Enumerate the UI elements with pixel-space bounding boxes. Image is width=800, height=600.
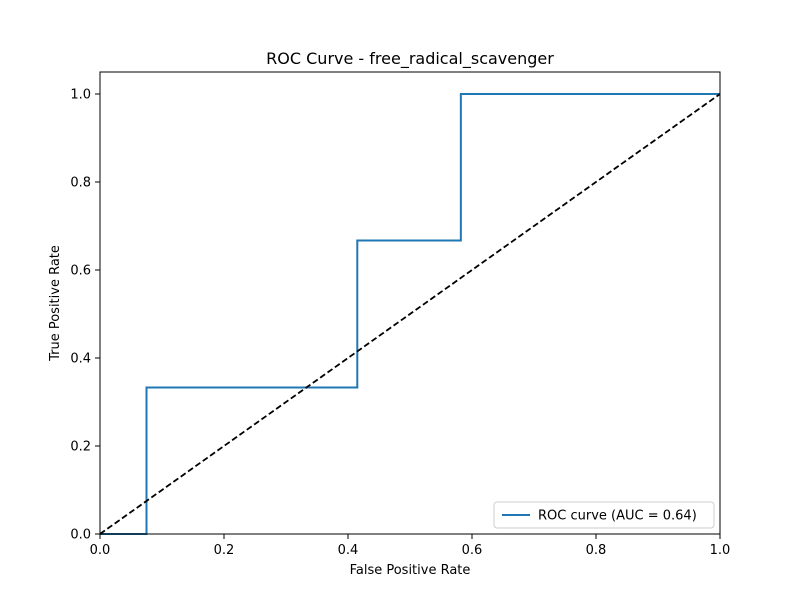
x-tick-label: 1.0 [710, 543, 731, 558]
y-tick-label: 1.0 [70, 88, 91, 103]
series-layer [99, 93, 721, 535]
x-tick-label: 0.2 [214, 543, 235, 558]
x-tick-label: 0.4 [338, 543, 359, 558]
x-tick-label: 0.6 [462, 543, 483, 558]
y-tick-label: 0.4 [70, 352, 91, 367]
y-tick-label: 0.6 [70, 264, 91, 279]
y-axis-label: True Positive Rate [48, 245, 63, 362]
legend-entry-roc: ROC curve (AUC = 0.64) [538, 509, 697, 524]
x-tick-label: 0.0 [90, 543, 111, 558]
plot-area: 0.0 0.2 0.4 0.6 0.8 1.0 0.0 0.2 0.4 0.6 0.8 1.0 [70, 71, 731, 558]
y-axis-ticks: 0.0 0.2 0.4 0.6 0.8 1.0 [70, 88, 100, 543]
roc-curve-line [100, 93, 720, 535]
y-tick-label: 0.2 [70, 440, 91, 455]
x-axis-ticks: 0.0 0.2 0.4 0.6 0.8 1.0 [90, 534, 731, 558]
axes-frame [99, 71, 721, 535]
legend-box [493, 501, 715, 529]
chart-title: ROC Curve - free_radical_scavenger [266, 49, 554, 69]
y-tick-label: 0.0 [70, 528, 91, 543]
y-tick-label: 0.8 [70, 176, 91, 191]
x-tick-label: 0.8 [586, 543, 607, 558]
chance-diagonal-line [99, 93, 721, 535]
x-axis-label: False Positive Rate [350, 563, 471, 578]
legend: ROC curve (AUC = 0.64) [493, 501, 715, 529]
